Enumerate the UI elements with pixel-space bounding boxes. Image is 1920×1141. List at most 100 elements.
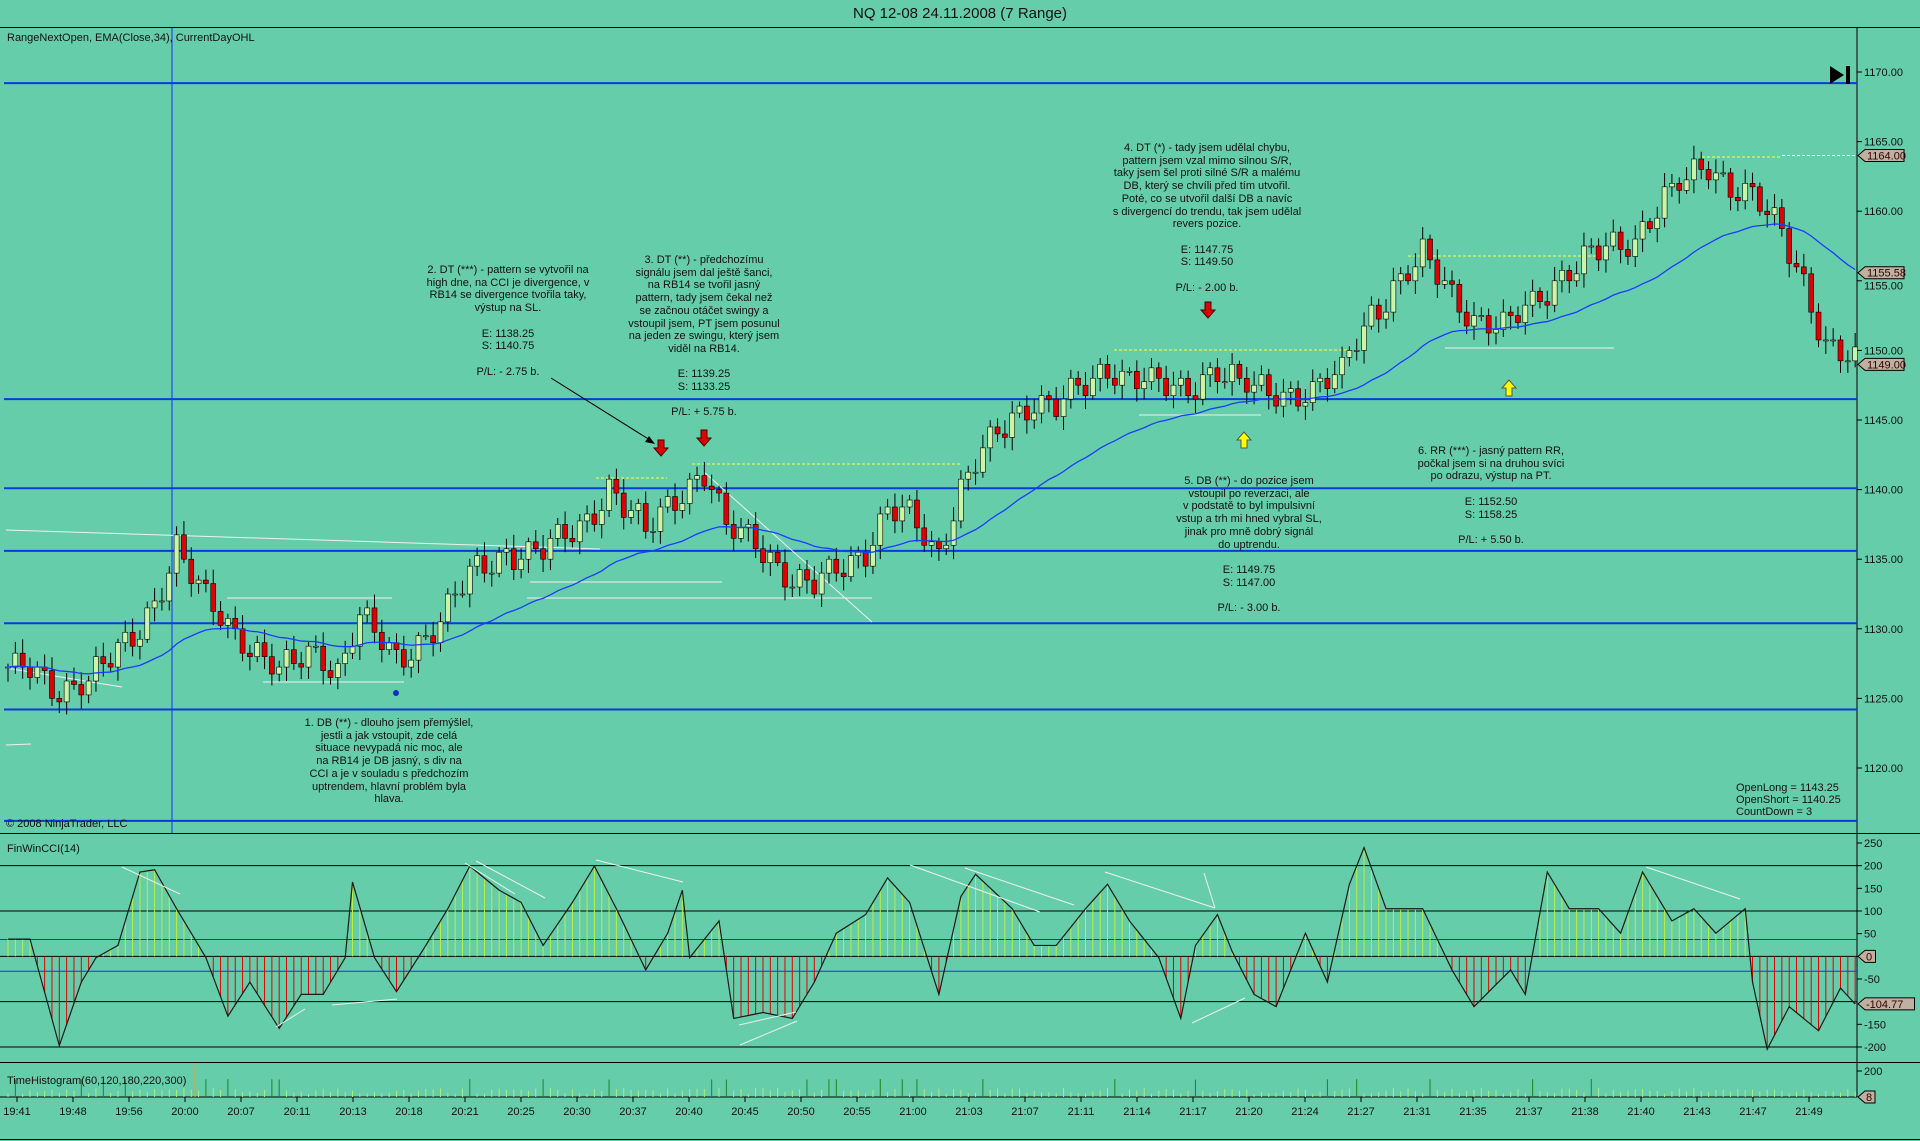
candle-down [78,684,85,696]
candle-up [1830,339,1836,342]
candle-up [1090,377,1096,396]
candle-down [247,652,253,657]
candle-up [855,551,862,557]
candle-up [151,600,158,609]
candle-down [914,499,920,529]
candle-up [694,475,700,480]
candle-down [782,562,788,588]
candle-up [1493,329,1499,334]
candle-up [576,520,583,543]
candle-down [19,652,26,668]
candle-down [1075,377,1081,386]
candle-up [1852,346,1858,362]
candle-down [1405,273,1411,282]
candle-down [613,478,620,494]
cci-divergence-line [964,867,1075,906]
candle-down [1243,377,1250,393]
cci-divergence-line [1104,871,1216,909]
candle-up [503,548,510,553]
candle-up [1353,350,1360,352]
candle-up [459,593,466,596]
yellow-up-arrow-icon [1500,379,1518,397]
candle-down [1837,339,1844,362]
candle-up [496,551,502,574]
candle-down [1749,183,1756,188]
candle-down [833,558,840,574]
candle-down [129,631,136,647]
cci-tag-label: 0 [1866,951,1872,963]
time-tick-label: 21:11 [1068,1106,1095,1118]
time-tick-label: 20:18 [395,1106,423,1118]
cci-label: FinWinCCI(14) [7,843,80,855]
candle-up [474,555,480,567]
candle-up [144,607,151,640]
histogram-tag-label: 8 [1866,1092,1872,1104]
candle-down [1185,377,1191,396]
time-tick-label: 21:07 [1011,1106,1039,1118]
candle-up [584,513,590,522]
candle-up [444,593,451,623]
histogram-panel: 200 8 19:41 19:48 19:56 20:00 20:07 20:11 20:13 2… [0,1062,1920,1140]
candle-down [188,558,195,584]
candle-down [203,579,209,584]
candle-up [1441,280,1448,285]
candle-up [1691,158,1697,181]
candle-down [730,524,737,539]
candle-down [892,506,898,522]
candle-up [1419,238,1426,268]
candle-up [1251,384,1257,393]
candle-down [716,489,722,494]
candle-down [481,555,488,574]
candle-up [1148,367,1155,383]
candle-down [1024,405,1030,421]
candle-down [1515,315,1521,323]
cci-divergence-line [331,998,398,1006]
time-tick-label: 19:56 [115,1106,143,1118]
candle-down [1046,395,1052,400]
candle-down [1735,196,1741,202]
candle-up [1346,350,1353,358]
candle-down [936,541,942,550]
candle-down [1676,183,1683,191]
time-tick-label: 21:43 [1683,1106,1711,1118]
candle-down [1214,367,1221,383]
price-tick-label: 1145.00 [1864,415,1903,427]
price-tick-label: 1165.00 [1864,137,1903,149]
candle-up [1720,172,1727,175]
candle-up [1038,395,1045,414]
play-end-icon [1830,66,1850,84]
candle-up [1559,270,1565,282]
candle-down [1808,273,1814,313]
scroll-to-end-button[interactable] [1828,64,1852,86]
time-tick-label: 21:00 [899,1106,927,1118]
candle-down [1544,301,1551,306]
candle-down [1456,283,1463,313]
time-tick-label: 19:41 [3,1106,31,1118]
time-tick-label: 21:31 [1403,1106,1431,1118]
candle-up [980,447,986,473]
candle-up [1845,360,1851,363]
candle-up [225,618,231,626]
candle-up [1317,377,1323,383]
candle-down [1779,207,1785,229]
cci-tick-label: 200 [1864,861,1882,873]
candle-down [298,663,305,668]
red-down-arrow-icon [1199,301,1217,319]
candle-up [686,478,693,504]
cci-line [8,845,1856,1052]
candle-down [261,642,268,657]
candle-up [437,621,444,644]
time-tick-label: 20:30 [563,1106,591,1118]
cci-divergence-line [121,866,181,895]
time-tick-label: 21:40 [1627,1106,1655,1118]
candle-down [1566,270,1573,282]
time-tick-label: 20:00 [171,1106,199,1118]
candle-up [906,499,913,508]
pointer-line [550,377,651,441]
time-tick-label: 20:50 [787,1106,815,1118]
candle-up [408,659,414,668]
price-tag-label: 1149.00 [1867,359,1906,371]
candle-up [115,642,121,668]
cci-divergence-line [464,862,516,895]
candle-up [386,642,392,650]
